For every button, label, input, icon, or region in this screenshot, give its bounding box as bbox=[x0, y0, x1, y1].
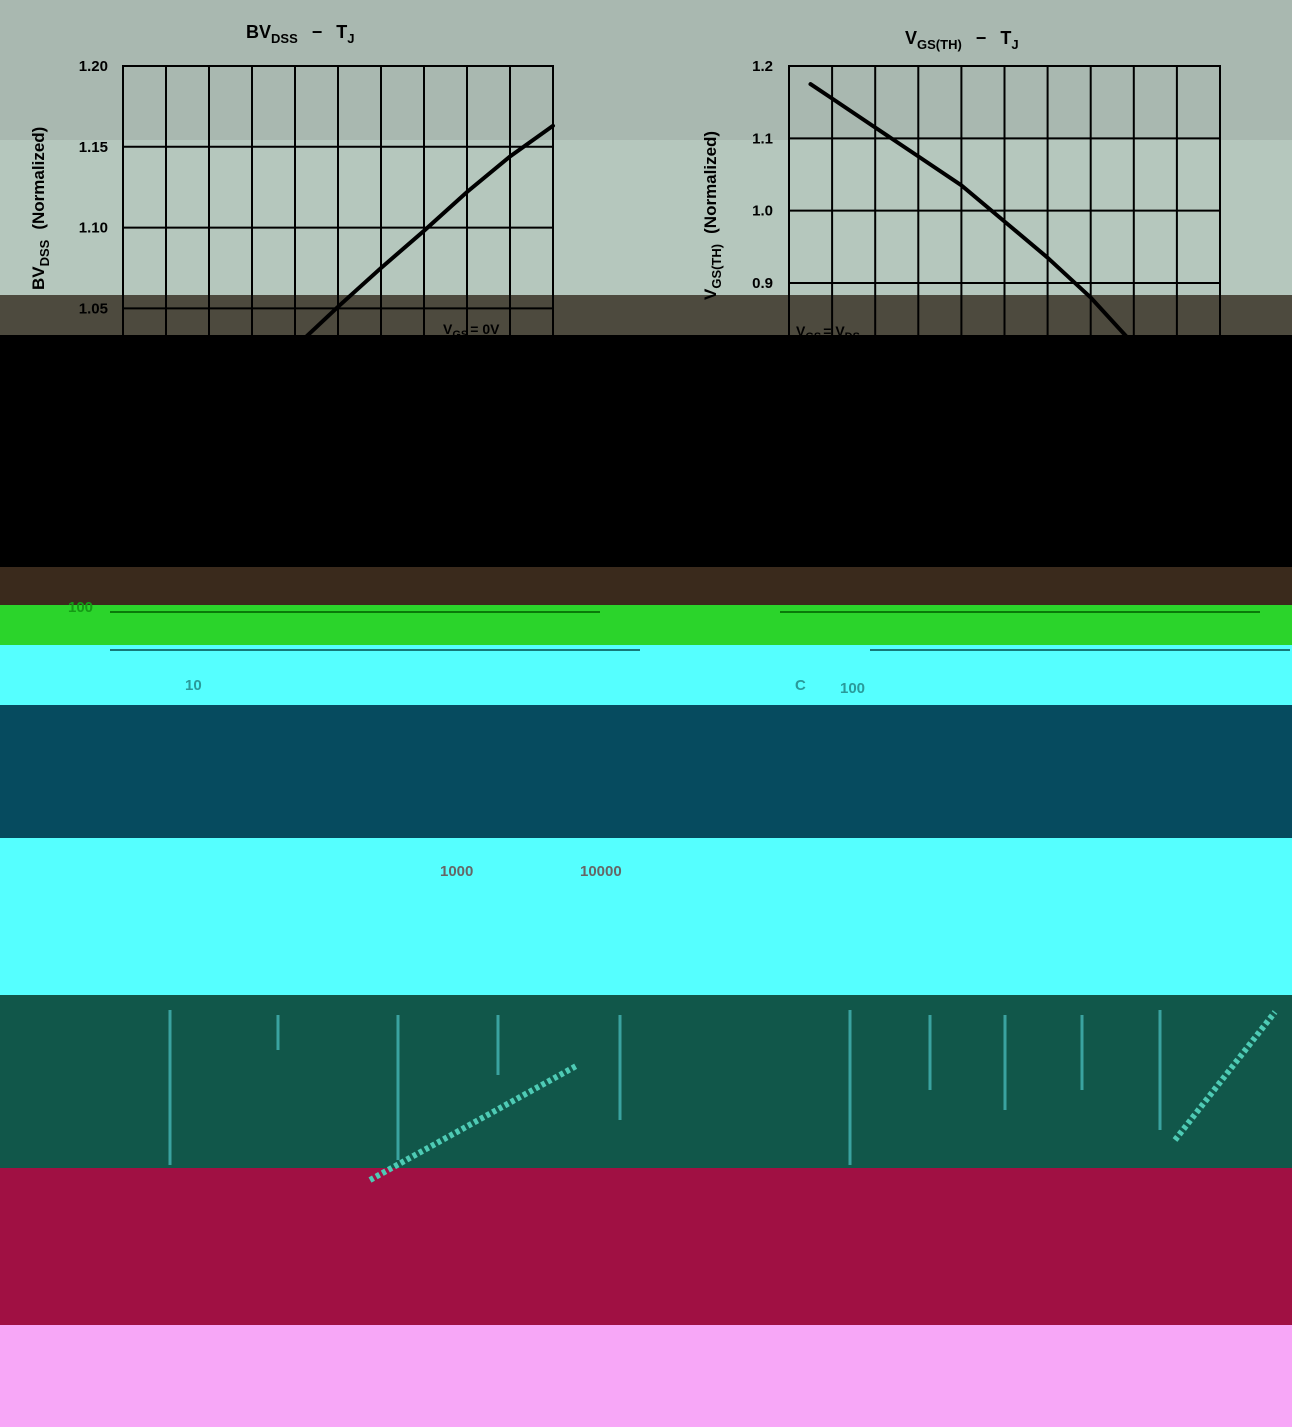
garbled-diagonal-right bbox=[1172, 1010, 1278, 1142]
band-teal bbox=[0, 705, 1292, 840]
chart1-annotation-id: ID = 250 bbox=[443, 341, 492, 361]
chart-bvdss-vs-tj: BVDSS − TJ BVDSS(Normalized) 1.20 1.15 1.10 1… bbox=[29, 22, 555, 529]
band-cyan-1 bbox=[0, 645, 1292, 705]
garbled-label-2: 10 bbox=[185, 677, 202, 694]
chart1-ytick-label: 1.05 bbox=[79, 300, 108, 317]
chart2-ytick-label: 0.8 bbox=[752, 347, 773, 364]
chart1-ylabel: BVDSS(Normalized) bbox=[29, 127, 52, 290]
chart1-series-line bbox=[121, 123, 555, 529]
garbled-label-5: 1000 bbox=[440, 863, 473, 880]
band-dark-green bbox=[0, 995, 1292, 1170]
chart1-ytick-label: 0.95 bbox=[79, 462, 108, 479]
chart1-ytick-label: 1.10 bbox=[79, 220, 108, 237]
garbled-vertical-strokes bbox=[168, 1010, 1162, 1165]
band-pink bbox=[0, 1325, 1292, 1427]
chart-vgsth-vs-tj: VGS(TH) − TJ VGS(TH)(Normalized) 1.2 1.1 1.0… bbox=[701, 28, 1222, 509]
band-dark bbox=[0, 295, 1292, 340]
garbled-label-3: C bbox=[795, 677, 806, 694]
band-cyan-2 bbox=[0, 838, 1292, 995]
garbled-label-6: 10000 bbox=[580, 863, 622, 880]
chart2-ytick-label: 1.2 bbox=[752, 58, 773, 75]
chart1-annotation-vgs: VGS = 0V bbox=[443, 321, 500, 341]
chart2-ytick-label: 1.1 bbox=[752, 130, 773, 147]
garbled-label-1: 100 bbox=[68, 599, 93, 616]
chart2-title: VGS(TH) − TJ bbox=[905, 28, 1019, 52]
chart2-ytick-label: 0.9 bbox=[752, 275, 773, 292]
chart2-ytick-label: 0.6 bbox=[752, 492, 773, 509]
chart1-ytick-label: 1.15 bbox=[79, 139, 108, 156]
band-brown bbox=[0, 567, 1292, 607]
chart2-ylabel: VGS(TH)(Normalized) bbox=[701, 131, 724, 300]
chart2-ytick-label: 0.7 bbox=[752, 420, 773, 437]
chart1-ytick-label: 1.00 bbox=[79, 381, 108, 398]
garbled-diagonal-left bbox=[368, 1062, 580, 1183]
band-crimson bbox=[0, 1168, 1292, 1328]
chart1-title: BVDSS − TJ bbox=[246, 22, 355, 46]
band-black bbox=[0, 335, 1292, 567]
chart2-annotation-vgs: VGS = VDS bbox=[796, 323, 860, 343]
chart2-ytick-label: 1.0 bbox=[752, 203, 773, 220]
chart2-series-line bbox=[808, 82, 1222, 463]
garbled-lower-region: 100 10 C 100 1000 10000 bbox=[68, 599, 1290, 1183]
chart1-ytick-label: 1.20 bbox=[79, 58, 108, 75]
band-top-gray-light bbox=[0, 140, 1292, 295]
garbled-label-4: 100 bbox=[840, 680, 865, 697]
